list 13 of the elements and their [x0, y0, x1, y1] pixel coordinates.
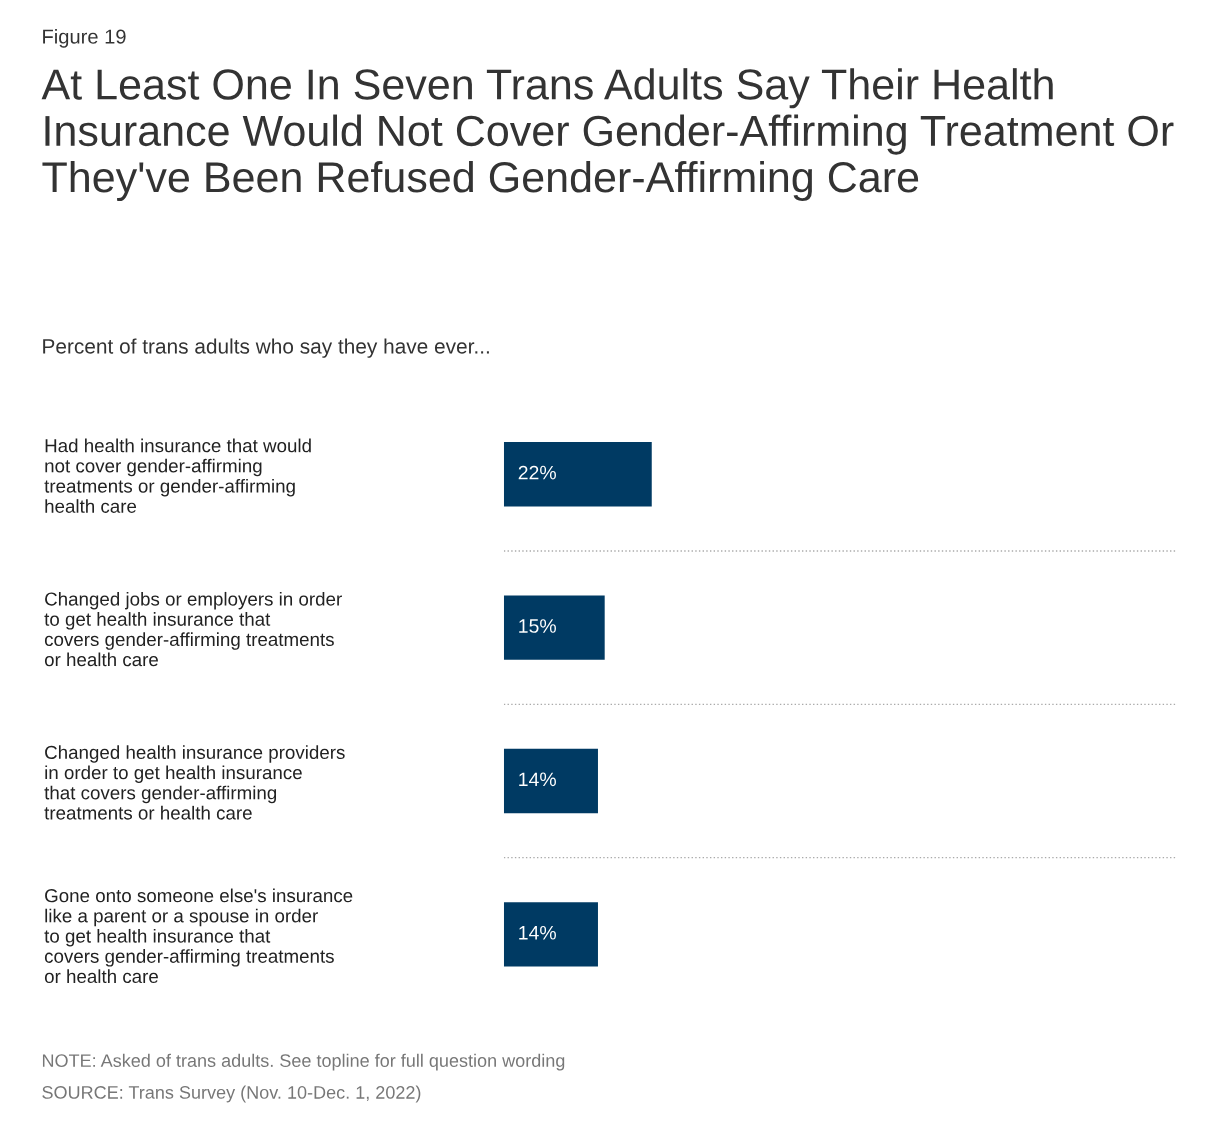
text: Percent of trans adults who say they have ever... [43, 338, 489, 358]
caption: Figure 19 [43, 28, 126, 48]
y-tick-label: Changed jobs or employers in order to get health insurance that covers gender-affirming treatments or health care [44, 591, 342, 667]
source-note: SOURCE: Trans Survey (Nov. 10-Dec. 1, 2022) [42, 1085, 421, 1103]
y-tick-label: Changed health insurance providers in order to get health insurance that covers gender-affirming treatments or health care [44, 745, 345, 820]
data-label: 15% [519, 619, 556, 633]
data-label: 14% [519, 772, 556, 787]
text: NOTE: Asked of trans adults. See topline for full question wording [42, 1053, 565, 1071]
y-tick-label: Had health insurance that would not cover gender-affirming treatments or gender-affirming health care [44, 438, 311, 513]
chart-title: At Least One In Seven Trans Adults Say Their Health Insurance Would Not Cover Gender-Affirming Treatment Or They've Been Refused Gender-Affirming Care [41, 68, 1174, 202]
data-label: 22% [518, 465, 556, 480]
y-tick-label: Gone onto someone else's insurance like a parent or a spouse in order to get health insurance that covers gender-affirming treatments or health care [44, 888, 353, 984]
data-label: 14% [519, 925, 556, 940]
